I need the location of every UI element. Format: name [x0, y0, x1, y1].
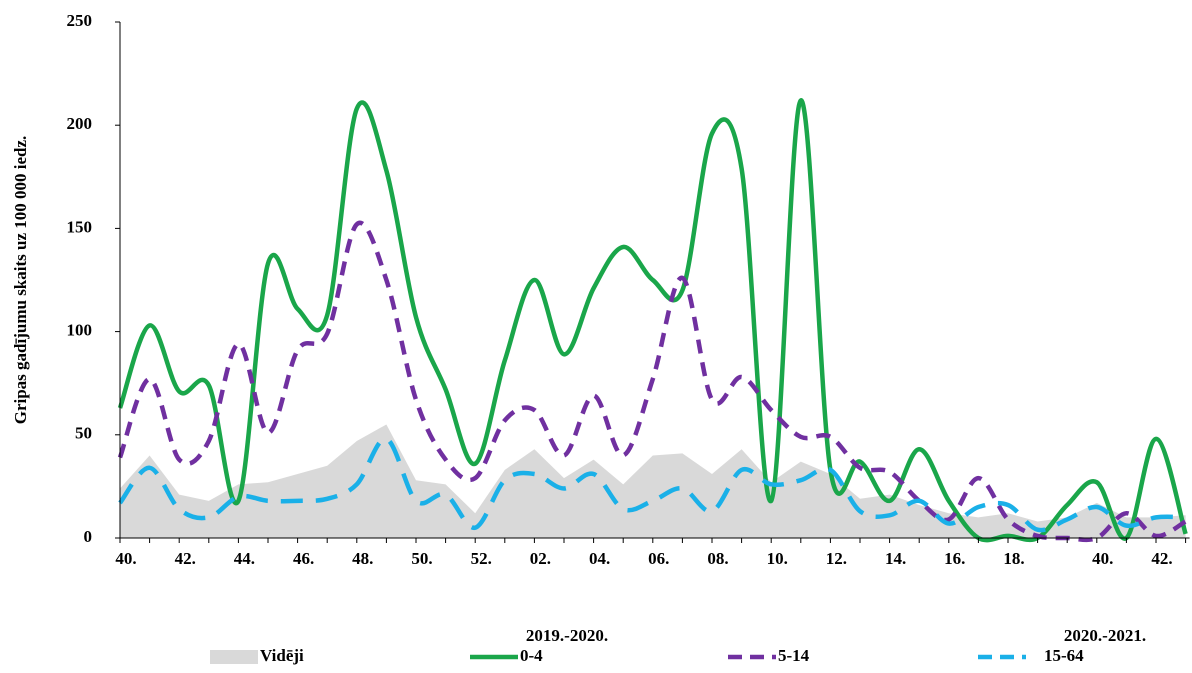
legend-label: Vidēji — [260, 646, 304, 665]
x-tick-label: 40. — [1092, 549, 1113, 568]
x-tick-label: 10. — [767, 549, 788, 568]
x-tick-label: 08. — [707, 549, 728, 568]
x-tick-label: 12. — [826, 549, 847, 568]
legend-label: 15-64 — [1044, 646, 1084, 665]
y-axis-title: Gripas gadījumu skaits uz 100 000 iedz. — [11, 136, 30, 425]
line — [117, 220, 1187, 543]
group-label: 2020.-2021. — [1064, 626, 1146, 645]
x-tick-label: 46. — [293, 549, 314, 568]
legend-label: 5-14 — [778, 646, 810, 665]
x-tick-label: 44. — [234, 549, 255, 568]
y-tick-label: 50 — [75, 424, 92, 443]
line — [118, 436, 1186, 533]
x-tick-label: 42. — [175, 549, 196, 568]
area — [120, 424, 1186, 538]
y-tick-label: 150 — [67, 217, 93, 236]
x-tick-label: 04. — [589, 549, 610, 568]
x-tick-label: 42. — [1151, 549, 1172, 568]
group-label: 2019.-2020. — [526, 626, 608, 645]
x-tick-label: 52. — [471, 549, 492, 568]
x-tick-label: 50. — [411, 549, 432, 568]
legend-label: 0-4 — [520, 646, 543, 665]
legend-swatch — [210, 650, 258, 664]
x-tick-label: 40. — [115, 549, 136, 568]
x-tick-label: 06. — [648, 549, 669, 568]
y-tick-label: 200 — [67, 114, 93, 133]
x-tick-label: 14. — [885, 549, 906, 568]
x-tick-label: 48. — [352, 549, 373, 568]
y-tick-label: 100 — [67, 321, 93, 340]
y-tick-label: 250 — [67, 11, 93, 30]
x-tick-label: 18. — [1003, 549, 1024, 568]
x-tick-label: 16. — [944, 549, 965, 568]
x-tick-label: 02. — [530, 549, 551, 568]
y-tick-label: 0 — [84, 527, 93, 546]
